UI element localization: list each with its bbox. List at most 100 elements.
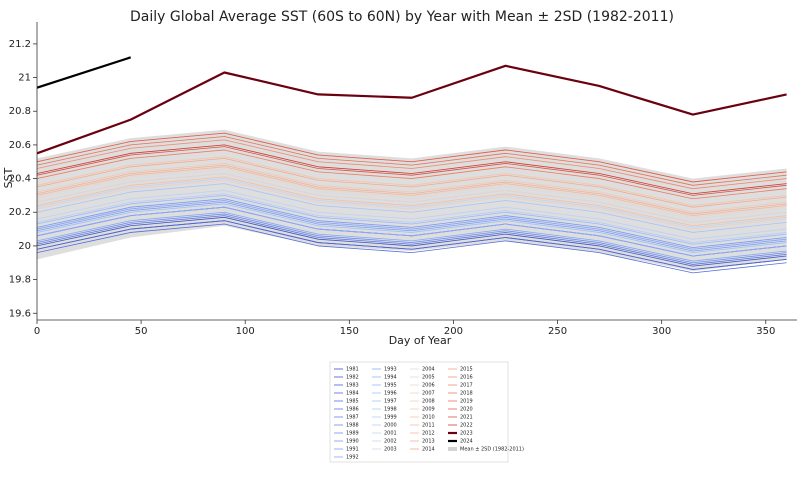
legend-label: 1989 [346,431,359,437]
series-line [37,164,787,215]
legend-label: 1995 [384,383,397,389]
legend-label: 1992 [346,455,359,461]
legend-label: 1994 [384,375,397,381]
series-line [37,178,787,228]
legend-label: 2020 [460,407,473,413]
x-tick-label: 200 [444,326,463,337]
legend-label: 2010 [422,415,435,421]
y-tick-label: 19.8 [9,275,31,286]
x-tick-label: 300 [652,326,671,337]
series-line [37,201,787,252]
y-tick-label: 21 [18,73,31,84]
series-line [37,156,787,206]
series-line [37,213,787,264]
legend-label: 1999 [384,415,397,421]
x-tick-label: 150 [340,326,359,337]
chart-title: Daily Global Average SST (60S to 60N) by… [130,9,674,25]
legend-label: 2021 [460,415,473,421]
legend-label: 2009 [422,407,435,413]
legend-label: 2000 [384,423,397,429]
series-line [37,163,787,213]
x-tick-label: 250 [548,326,567,337]
legend-label: 2017 [460,383,473,389]
legend-label: 1991 [346,447,359,453]
legend-label: 2014 [422,447,435,453]
series-line [37,216,787,267]
legend-label: 2003 [384,447,397,453]
legend-label: 2002 [384,439,397,445]
series-line [37,173,787,223]
series-line [37,132,787,183]
legend-label: 1984 [346,391,359,397]
y-tick-label: 20.8 [9,106,31,117]
legend-label: 2006 [422,383,435,389]
series-line [37,198,787,249]
series-line [37,195,787,245]
legend-label: 1982 [346,375,359,381]
y-tick-label: 20 [18,241,31,252]
y-axis-label: SST [2,167,15,188]
y-tick-label: 20.6 [9,140,31,151]
legend-label: 2018 [460,391,473,397]
series-line [37,136,787,186]
series-line [37,166,787,217]
series-line [37,139,787,190]
legend-label: 2012 [422,431,435,437]
series-line [37,189,787,240]
series-line [37,206,787,257]
legend-label: 1997 [384,399,397,405]
series-line [37,56,132,89]
y-tick-label: 20.2 [9,207,31,218]
legend-label: 1987 [346,415,359,421]
legend-label: 2016 [460,375,473,381]
legend-label: 2011 [422,423,435,429]
series-line [37,200,787,250]
legend-label: 1993 [384,367,397,373]
legend-label: 2019 [460,399,473,405]
series-line [37,64,787,155]
x-tick-label: 350 [756,326,775,337]
series-line [37,211,787,262]
series-line [37,176,787,227]
legend-label: 2001 [384,431,397,437]
series-line [37,183,787,233]
series-line [37,223,787,274]
legend-label: 1998 [384,407,397,413]
legend-label: 2015 [460,367,473,373]
x-axis-label: Day of Year [389,334,452,347]
legend-label: 1996 [384,391,397,397]
y-tick-label: 19.6 [9,308,31,319]
legend-label: 1981 [346,367,359,373]
series-line [37,169,787,220]
legend-label: 1990 [346,439,359,445]
series-line [37,144,787,195]
legend-label: 2004 [422,367,435,373]
legend-label: 1983 [346,383,359,389]
legend-label: Mean ± 2SD (1982-2011) [460,447,524,453]
legend-box [329,361,509,463]
x-tick-label: 0 [34,326,40,337]
legend-label: 2005 [422,375,435,381]
legend-label: 1986 [346,407,359,413]
legend-label: 1985 [346,399,359,405]
series-line [37,203,787,254]
legend-label: 2023 [460,431,473,437]
x-tick-label: 100 [236,326,255,337]
series-line [37,168,787,218]
series-line [37,179,787,230]
legend-label: 2008 [422,399,435,405]
series-line [37,220,787,270]
x-tick-label: 50 [135,326,148,337]
y-tick-label: 20.4 [9,174,31,185]
series-line [37,157,787,208]
series-line [37,215,787,265]
legend-label: 1988 [346,423,359,429]
legend-label: 2007 [422,391,435,397]
series-line [37,146,787,196]
legend-label: 2022 [460,423,473,429]
series-line [37,149,787,200]
plot-area [37,56,787,274]
legend-swatch [448,447,457,451]
series-line [37,193,787,243]
